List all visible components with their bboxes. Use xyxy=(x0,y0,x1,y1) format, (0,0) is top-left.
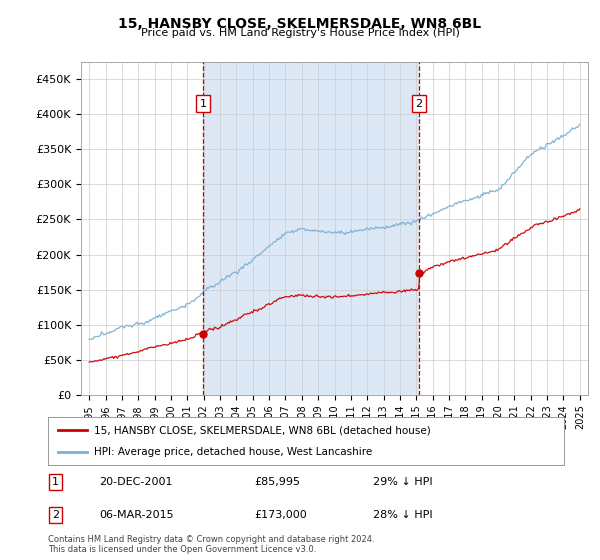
Text: 28% ↓ HPI: 28% ↓ HPI xyxy=(373,510,433,520)
Text: £173,000: £173,000 xyxy=(254,510,307,520)
Text: 2: 2 xyxy=(415,99,422,109)
Text: HPI: Average price, detached house, West Lancashire: HPI: Average price, detached house, West… xyxy=(94,447,373,457)
Bar xyxy=(203,62,419,395)
Text: 29% ↓ HPI: 29% ↓ HPI xyxy=(373,477,433,487)
Text: 20-DEC-2001: 20-DEC-2001 xyxy=(100,477,173,487)
Text: Contains HM Land Registry data © Crown copyright and database right 2024.: Contains HM Land Registry data © Crown c… xyxy=(48,534,374,544)
Text: This data is licensed under the Open Government Licence v3.0.: This data is licensed under the Open Gov… xyxy=(48,544,316,554)
Text: Price paid vs. HM Land Registry's House Price Index (HPI): Price paid vs. HM Land Registry's House … xyxy=(140,28,460,38)
Text: 06-MAR-2015: 06-MAR-2015 xyxy=(100,510,174,520)
Text: 1: 1 xyxy=(52,477,59,487)
Text: 15, HANSBY CLOSE, SKELMERSDALE, WN8 6BL: 15, HANSBY CLOSE, SKELMERSDALE, WN8 6BL xyxy=(118,17,482,31)
Text: 2: 2 xyxy=(52,510,59,520)
Text: 1: 1 xyxy=(200,99,206,109)
Text: £85,995: £85,995 xyxy=(254,477,301,487)
Text: 15, HANSBY CLOSE, SKELMERSDALE, WN8 6BL (detached house): 15, HANSBY CLOSE, SKELMERSDALE, WN8 6BL … xyxy=(94,425,431,435)
